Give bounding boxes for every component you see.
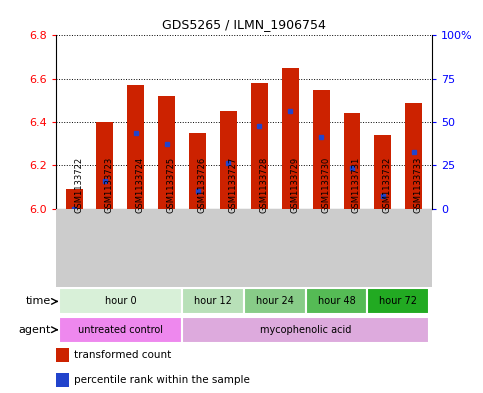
Text: hour 0: hour 0 [105,296,136,307]
Bar [182,288,244,314]
Text: hour 12: hour 12 [194,296,232,307]
Bar [368,288,429,314]
Bar [282,68,298,209]
Bar [374,135,391,209]
Text: transformed count: transformed count [74,350,171,360]
Text: GSM1133724: GSM1133724 [136,156,145,213]
Bar [58,317,182,343]
Text: GSM1133728: GSM1133728 [259,156,269,213]
Text: time: time [26,296,51,307]
Bar [244,288,306,314]
Text: GSM1133729: GSM1133729 [290,156,299,213]
Text: GSM1133725: GSM1133725 [167,156,176,213]
Bar [313,90,329,209]
Bar [97,122,114,209]
Bar [158,96,175,209]
Bar [66,189,83,209]
Bar [189,133,206,209]
Text: hour 24: hour 24 [256,296,294,307]
Bar [251,83,268,209]
Bar [405,103,422,209]
Text: hour 72: hour 72 [379,296,417,307]
Text: GDS5265 / ILMN_1906754: GDS5265 / ILMN_1906754 [162,18,326,31]
Text: agent: agent [18,325,51,335]
Text: GSM1133727: GSM1133727 [228,156,238,213]
Text: GSM1133733: GSM1133733 [414,156,423,213]
Bar [220,111,237,209]
Bar [182,317,429,343]
Text: hour 48: hour 48 [318,296,355,307]
Text: percentile rank within the sample: percentile rank within the sample [74,375,250,385]
Text: GSM1133732: GSM1133732 [383,156,392,213]
Bar [306,288,368,314]
Bar [343,113,360,209]
Text: GSM1133730: GSM1133730 [321,156,330,213]
Text: GSM1133726: GSM1133726 [198,156,207,213]
Bar [56,348,69,362]
Text: untreated control: untreated control [78,325,163,335]
Bar [58,288,182,314]
Bar [128,85,144,209]
Text: GSM1133731: GSM1133731 [352,156,361,213]
Text: GSM1133722: GSM1133722 [74,156,83,213]
Text: GSM1133723: GSM1133723 [105,156,114,213]
Bar [56,373,69,387]
Text: mycophenolic acid: mycophenolic acid [260,325,351,335]
